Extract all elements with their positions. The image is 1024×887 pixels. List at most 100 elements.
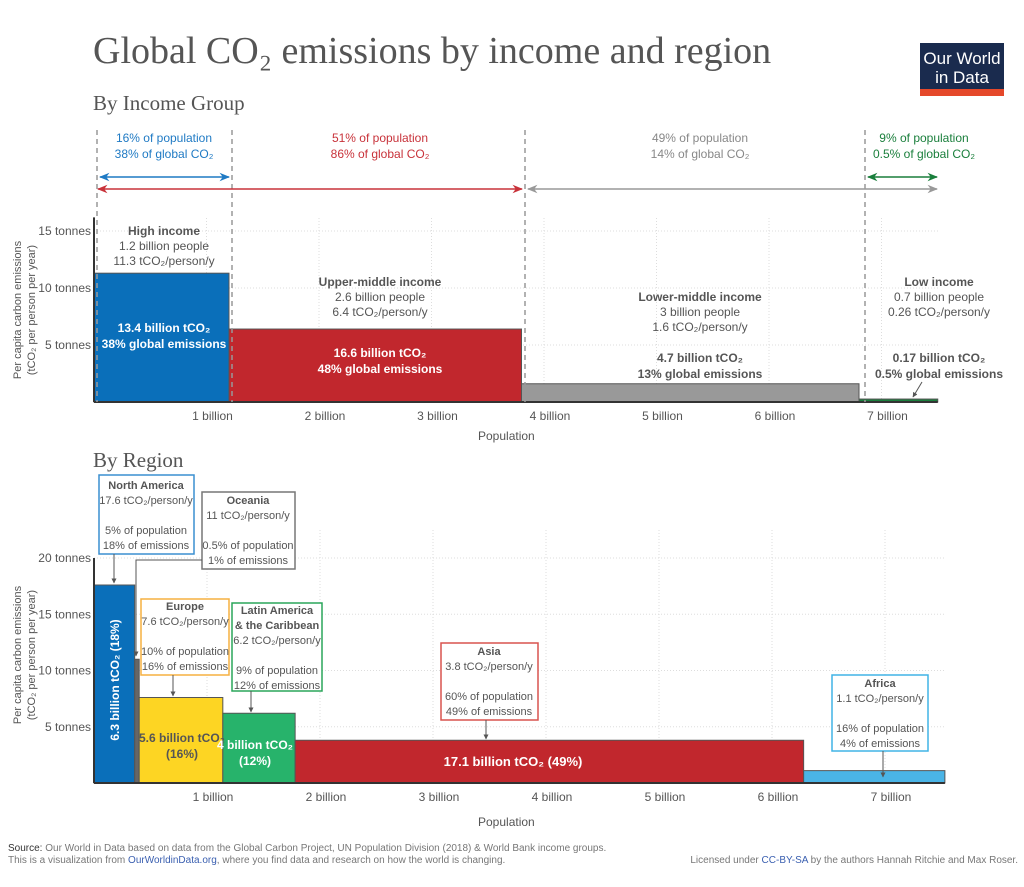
owid-link[interactable]: OurWorldinData.org (128, 855, 217, 866)
bar-oceania (134, 658, 140, 784)
europe-bar-share: (16%) (166, 747, 198, 761)
logo-accent-bar (920, 89, 1004, 96)
logo-line1: Our World (923, 49, 1000, 68)
low-income-name: Low income (904, 275, 974, 289)
x-tick-label: 7 billion (871, 790, 912, 804)
high-income-rate: 11.3 tCO₂/person/y (113, 254, 214, 268)
callout-box (140, 598, 230, 676)
low-income-total: 0.17 billion tCO₂ (893, 351, 986, 365)
x-tick-label: 3 billion (417, 409, 458, 423)
region-axes: 5 tonnes 10 tonnes 15 tonnes 20 tonnes 1 bil… (38, 551, 945, 804)
region-bars (93, 584, 946, 784)
x-tick-label: 4 billion (530, 409, 571, 423)
callout-title: Africa (864, 678, 896, 690)
upper-pop-share: 51% of population (332, 131, 428, 145)
callout-emis-share: 1% of emissions (208, 555, 289, 567)
y-tick-label: 15 tonnes (38, 607, 91, 621)
income-labels: High income 1.2 billion people 11.3 tCO₂… (102, 224, 1003, 398)
bar-latin-america (222, 712, 296, 784)
lower-pop-share: 49% of population (652, 131, 748, 145)
callout-oceania: Oceania 11 tCO₂/person/y 0.5% of populat… (133, 491, 296, 657)
bar-lower-middle-income (521, 383, 860, 403)
y-tick-label: 10 tonnes (38, 281, 91, 295)
bar-upper-middle-income (228, 328, 522, 403)
callout-rate: 1.1 tCO₂/person/y (836, 693, 924, 705)
upper-middle-rate: 6.4 tCO₂/person/y (332, 305, 427, 319)
callout-europe: Europe 7.6 tCO₂/person/y 10% of populati… (140, 598, 230, 697)
income-y-label-1: Per capita carbon emissions (12, 240, 24, 379)
callout-pop-share: 16% of population (836, 723, 924, 735)
callout-africa: Africa 1.1 tCO₂/person/y 16% of populati… (831, 674, 929, 778)
region-y-label-1: Per capita carbon emissions (12, 585, 24, 724)
bar-europe (138, 697, 224, 784)
callout-emis-share: 49% of emissions (446, 706, 533, 718)
x-tick-label: 6 billion (758, 790, 799, 804)
callout-rate: 3.8 tCO₂/person/y (445, 661, 533, 673)
callout-emis-share: 16% of emissions (142, 661, 229, 673)
high-pop-share: 16% of population (116, 131, 212, 145)
north-america-bar-label: 6.3 billion tCO₂ (18%) (108, 619, 122, 740)
y-tick-label: 15 tonnes (38, 224, 91, 238)
upper-co2-share: 86% of global CO₂ (331, 147, 430, 161)
x-tick-label: 7 billion (867, 409, 908, 423)
callout-pop-share: 10% of population (141, 646, 229, 658)
lower-middle-rate: 1.6 tCO₂/person/y (652, 320, 747, 334)
callout-box (440, 642, 539, 721)
europe-bar-label: 5.6 billion tCO₂ (139, 731, 225, 745)
logo-line2: in Data (935, 68, 989, 87)
income-bars (93, 272, 939, 403)
callout-title: Oceania (227, 495, 271, 507)
callout-title: Europe (166, 601, 204, 613)
x-tick-label: 4 billion (532, 790, 573, 804)
high-income-total: 13.4 billion tCO₂ (118, 321, 211, 335)
lower-middle-total: 4.7 billion tCO₂ (657, 351, 743, 365)
lower-middle-name: Lower-middle income (638, 290, 762, 304)
income-dividers (96, 130, 866, 402)
callout-asia: Asia 3.8 tCO₂/person/y 60% of population… (440, 642, 539, 740)
x-tick-label: 6 billion (755, 409, 796, 423)
callout-rate: 11 tCO₂/person/y (206, 510, 290, 522)
y-tick-label: 5 tonnes (45, 338, 91, 352)
callout-pop-share: 60% of population (445, 691, 533, 703)
x-tick-label: 3 billion (419, 790, 460, 804)
income-y-label-2: (tCO₂ per person per year) (26, 245, 38, 375)
x-tick-label: 5 billion (645, 790, 686, 804)
region-x-label: Population (478, 815, 535, 829)
callout-rate: 7.6 tCO₂/person/y (141, 616, 229, 628)
chart-title: Global CO₂ emissions by income and regio… (93, 30, 771, 72)
y-tick-label: 20 tonnes (38, 551, 91, 565)
callout-box (98, 474, 195, 555)
source-label: Source: (8, 843, 42, 854)
callout-title: Latin America (241, 605, 314, 617)
latam-bar-label: 4 billion tCO₂ (217, 738, 293, 752)
viz-suffix: , where you find data and research on ho… (217, 855, 506, 866)
high-income-name: High income (128, 224, 200, 238)
callout-north-america: North America 17.6 tCO₂/person/y 5% of p… (98, 474, 195, 584)
y-tick-label: 10 tonnes (38, 664, 91, 678)
low-income-people: 0.7 billion people (894, 290, 984, 304)
license-link[interactable]: CC-BY-SA (762, 855, 809, 866)
lower-middle-people: 3 billion people (660, 305, 740, 319)
y-tick-label: 5 tonnes (45, 720, 91, 734)
bar-asia (294, 739, 805, 784)
callout-title: North America (108, 480, 184, 492)
low-co2-share: 0.5% of global CO₂ (873, 147, 975, 161)
source-text: Our World in Data based on data from the… (42, 843, 606, 854)
income-x-label: Population (478, 429, 535, 443)
callout-emis-share: 18% of emissions (103, 540, 190, 552)
x-tick-label: 1 billion (192, 409, 233, 423)
callout-pop-share: 5% of population (105, 525, 187, 537)
upper-middle-name: Upper-middle income (319, 275, 442, 289)
x-tick-label: 1 billion (193, 790, 234, 804)
callout-latin-america: Latin America & the Caribbean 6.2 tCO₂/p… (231, 602, 323, 713)
asia-bar-label: 17.1 billion tCO₂ (49%) (444, 754, 583, 769)
low-income-share: 0.5% global emissions (875, 367, 1003, 381)
callout-rate: 17.6 tCO₂/person/y (99, 495, 193, 507)
callout-rate: 6.2 tCO₂/person/y (233, 635, 321, 647)
low-income-rate: 0.26 tCO₂/person/y (888, 305, 990, 319)
region-y-label-2: (tCO₂ per person per year) (26, 590, 38, 720)
high-income-people: 1.2 billion people (119, 239, 209, 253)
lower-co2-share: 14% of global CO₂ (651, 147, 750, 161)
viz-note: This is a visualization from OurWorldinD… (8, 855, 505, 866)
